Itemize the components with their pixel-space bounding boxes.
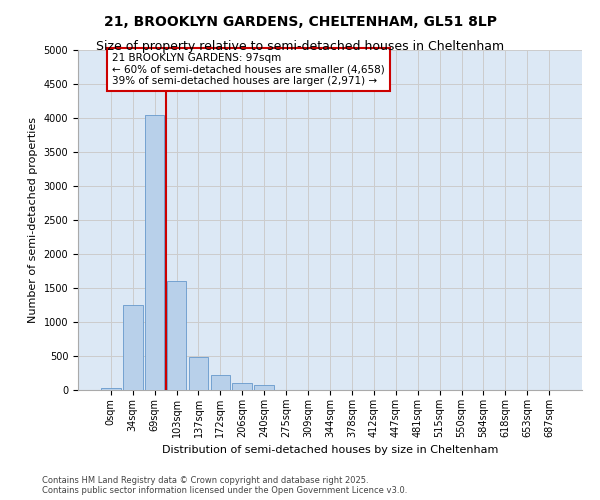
Text: Contains HM Land Registry data © Crown copyright and database right 2025.
Contai: Contains HM Land Registry data © Crown c…	[42, 476, 407, 495]
Text: Size of property relative to semi-detached houses in Cheltenham: Size of property relative to semi-detach…	[96, 40, 504, 53]
Y-axis label: Number of semi-detached properties: Number of semi-detached properties	[28, 117, 38, 323]
Text: 21 BROOKLYN GARDENS: 97sqm
← 60% of semi-detached houses are smaller (4,658)
39%: 21 BROOKLYN GARDENS: 97sqm ← 60% of semi…	[112, 52, 385, 86]
Text: 21, BROOKLYN GARDENS, CHELTENHAM, GL51 8LP: 21, BROOKLYN GARDENS, CHELTENHAM, GL51 8…	[104, 15, 497, 29]
Bar	[232, 382, 252, 390]
Bar	[101, 388, 121, 390]
Bar	[123, 305, 143, 390]
Bar	[211, 375, 230, 390]
Bar	[188, 358, 208, 390]
Bar	[145, 114, 164, 390]
X-axis label: Distribution of semi-detached houses by size in Cheltenham: Distribution of semi-detached houses by …	[162, 446, 498, 456]
Bar	[254, 384, 274, 390]
Bar	[167, 281, 187, 390]
